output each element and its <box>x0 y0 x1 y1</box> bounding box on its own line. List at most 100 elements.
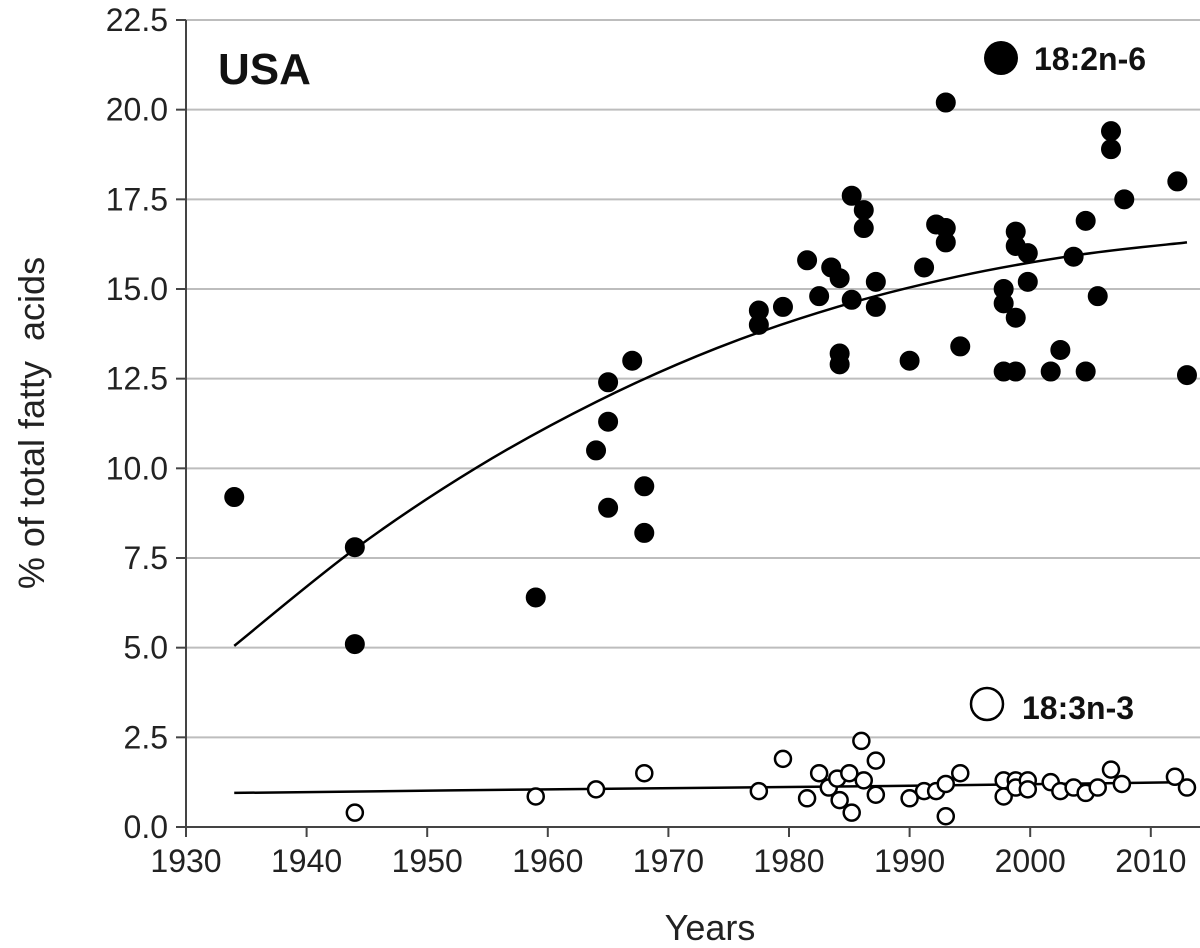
data-point-18-2n-6 <box>935 92 956 113</box>
data-point-18-2n-6 <box>1114 189 1135 210</box>
x-tick-label: 1940 <box>271 843 342 879</box>
data-point-18-2n-6 <box>344 634 365 655</box>
data-point-18-2n-6 <box>1087 286 1108 307</box>
y-tick-label: 20.0 <box>106 92 168 128</box>
trend-line-18-2n-6 <box>233 241 1188 647</box>
x-tick-label: 2010 <box>1115 843 1186 879</box>
data-point-18-2n-6 <box>865 296 886 317</box>
legend: 18:2n-6 18:3n-3 <box>969 41 1146 726</box>
data-point-18-2n-6 <box>1005 307 1026 328</box>
data-point-18-3n-3 <box>586 780 606 799</box>
legend-marker-18-2n-6 <box>984 41 1018 75</box>
legend-label-18-3n-3: 18:3n-3 <box>1022 690 1134 726</box>
data-point-18-3n-3 <box>1088 778 1107 797</box>
axis-ticks: 0.0 2.5 5.0 7.5 10.0 12.5 15.0 17.5 20.0 22.5 1930… <box>106 2 1187 879</box>
data-point-18-2n-6 <box>853 218 874 239</box>
data-point-18-3n-3 <box>994 787 1013 806</box>
x-tick-label: 1980 <box>753 843 824 879</box>
x-tick-label: 1990 <box>874 843 945 879</box>
y-tick-label: 7.5 <box>124 540 168 576</box>
data-point-18-2n-6 <box>914 257 935 278</box>
x-axis-title: Years <box>665 907 756 948</box>
data-point-18-3n-3 <box>951 763 970 783</box>
data-point-18-2n-6 <box>797 250 818 271</box>
data-point-18-2n-6 <box>853 200 874 221</box>
data-point-18-2n-6 <box>829 268 850 289</box>
data-point-18-2n-6 <box>829 354 850 375</box>
data-point-18-2n-6 <box>772 296 793 317</box>
data-point-18-3n-3 <box>1177 778 1197 797</box>
data-point-18-3n-3 <box>1165 767 1185 787</box>
data-point-18-2n-6 <box>899 350 920 371</box>
data-point-18-3n-3 <box>854 771 874 790</box>
data-point-18-3n-3 <box>797 789 817 808</box>
data-point-18-2n-6 <box>1017 271 1038 292</box>
data-point-18-2n-6 <box>841 185 862 206</box>
data-point-18-2n-6 <box>935 232 956 253</box>
data-point-18-2n-6 <box>1050 339 1071 360</box>
data-point-18-2n-6 <box>1063 246 1084 267</box>
data-point-18-3n-3 <box>1112 774 1132 794</box>
data-point-18-2n-6 <box>586 440 607 461</box>
data-point-18-3n-3 <box>866 785 886 804</box>
y-tick-label: 22.5 <box>106 2 168 38</box>
data-point-18-3n-3 <box>345 803 365 822</box>
data-point-18-2n-6 <box>598 497 619 518</box>
data-point-18-3n-3 <box>840 763 859 783</box>
data-point-18-2n-6 <box>950 336 971 357</box>
data-point-18-3n-3 <box>635 763 654 783</box>
x-tick-label: 2000 <box>995 843 1066 879</box>
data-point-18-2n-6 <box>622 350 643 371</box>
y-tick-label: 17.5 <box>106 181 168 217</box>
data-point-18-2n-6 <box>1075 361 1096 382</box>
data-point-18-3n-3 <box>830 790 849 810</box>
data-point-18-2n-6 <box>1040 361 1061 382</box>
data-point-18-2n-6 <box>1075 210 1096 231</box>
data-point-18-3n-3 <box>866 751 886 770</box>
data-point-18-3n-3 <box>1101 760 1121 779</box>
x-tick-label: 1930 <box>150 843 221 879</box>
data-point-18-2n-6 <box>748 314 769 335</box>
data-point-18-2n-6 <box>344 537 365 558</box>
y-axis-title: % of total fatty acids <box>11 257 52 589</box>
data-point-18-2n-6 <box>634 522 655 543</box>
data-point-18-2n-6 <box>224 487 245 508</box>
data-point-18-2n-6 <box>1176 365 1197 386</box>
y-tick-label: 12.5 <box>106 361 168 397</box>
data-point-18-2n-6 <box>1005 361 1026 382</box>
data-point-18-3n-3 <box>749 781 769 801</box>
data-point-18-2n-6 <box>993 293 1014 314</box>
data-point-18-3n-3 <box>1018 780 1038 799</box>
data-point-18-3n-3 <box>936 806 956 826</box>
data-point-18-2n-6 <box>1101 139 1122 160</box>
chart-title: USA <box>218 45 311 94</box>
data-point-18-2n-6 <box>634 476 655 497</box>
y-tick-label: 2.5 <box>124 719 168 755</box>
data-point-18-2n-6 <box>525 587 546 608</box>
data-point-18-2n-6 <box>865 271 886 292</box>
data-point-18-3n-3 <box>773 749 793 769</box>
data-point-18-2n-6 <box>841 289 862 310</box>
data-point-18-3n-3 <box>852 731 871 751</box>
data-point-18-3n-3 <box>842 803 861 822</box>
data-point-18-2n-6 <box>809 286 830 307</box>
x-tick-label: 1970 <box>633 843 704 879</box>
data-point-18-3n-3 <box>526 787 545 806</box>
x-tick-label: 1950 <box>392 843 463 879</box>
data-point-18-2n-6 <box>1167 171 1188 192</box>
y-tick-label: 0.0 <box>124 809 168 845</box>
data-point-18-2n-6 <box>1017 243 1038 264</box>
data-points <box>224 92 1197 826</box>
y-tick-label: 5.0 <box>124 630 168 666</box>
data-point-18-3n-3 <box>900 789 919 808</box>
y-tick-label: 10.0 <box>106 450 168 486</box>
data-point-18-2n-6 <box>598 411 619 432</box>
y-tick-label: 15.0 <box>106 271 168 307</box>
legend-label-18-2n-6: 18:2n-6 <box>1034 41 1146 77</box>
x-tick-label: 1960 <box>512 843 583 879</box>
data-point-18-2n-6 <box>1101 121 1122 142</box>
data-point-18-3n-3 <box>809 763 829 783</box>
legend-marker-18-3n-3 <box>969 686 1005 722</box>
data-point-18-2n-6 <box>598 372 619 393</box>
